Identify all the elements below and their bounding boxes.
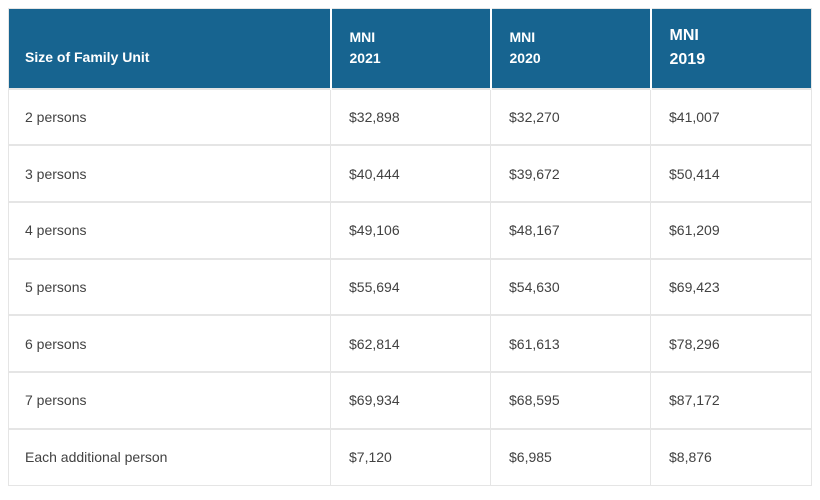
mni-2021-value-cell: $69,934 (330, 370, 491, 429)
family-size-cell: 2 persons (8, 87, 331, 146)
header-family-unit: Size of Family Unit (8, 8, 331, 89)
mni-2019-value-cell: $78,296 (650, 314, 812, 372)
mni-2020-value-cell: $54,630 (490, 257, 651, 316)
header-mni-2020-line1: MNI (509, 29, 536, 46)
mni-2019-value-cell: $69,423 (650, 257, 812, 316)
mni-2019-value-cell: $61,209 (650, 200, 812, 259)
table-header: Size of Family Unit MNI 2021 MNI 2020 MN… (8, 8, 812, 89)
header-mni-2020-line2: 2020 (509, 50, 541, 67)
mni-table-container: Size of Family Unit MNI 2021 MNI 2020 MN… (8, 8, 812, 486)
table-row: 3 persons $40,444 $39,672 $50,414 (8, 144, 812, 202)
mni-2019-value-cell: $41,007 (650, 87, 812, 146)
table-row: 7 persons $69,934 $68,595 $87,172 (8, 370, 812, 429)
header-mni-2020: MNI 2020 (489, 8, 651, 89)
table-row: 5 persons $55,694 $54,630 $69,423 (8, 257, 812, 316)
mni-2021-value-cell: $40,444 (330, 144, 491, 202)
mni-2021-value-cell: $32,898 (330, 87, 491, 146)
header-mni-2019-line2: 2019 (669, 51, 706, 69)
header-mni-2021-line2: 2021 (349, 50, 381, 67)
header-mni-2021: MNI 2021 (329, 8, 491, 89)
family-size-cell: 3 persons (8, 144, 331, 202)
family-size-cell: 6 persons (8, 314, 331, 372)
table-body: 2 persons $32,898 $32,270 $41,007 3 pers… (8, 87, 812, 486)
mni-2021-value-cell: $49,106 (330, 200, 491, 259)
mni-2019-value-cell: $87,172 (650, 370, 812, 429)
header-mni-2019-line1: MNI (669, 27, 699, 45)
table-row: 4 persons $49,106 $48,167 $61,209 (8, 200, 812, 259)
mni-2019-value-cell: $50,414 (650, 144, 812, 202)
mni-2020-value-cell: $48,167 (490, 200, 651, 259)
header-mni-2021-line1: MNI (349, 29, 376, 46)
mni-2020-value-cell: $39,672 (490, 144, 651, 202)
mni-2020-value-cell: $6,985 (490, 427, 651, 486)
family-size-cell: Each additional person (8, 427, 331, 486)
table-row: 2 persons $32,898 $32,270 $41,007 (8, 87, 812, 146)
mni-2021-value-cell: $55,694 (330, 257, 491, 316)
table-row: Each additional person $7,120 $6,985 $8,… (8, 427, 812, 486)
header-row: Size of Family Unit MNI 2021 MNI 2020 MN… (8, 8, 812, 89)
mni-2021-value-cell: $7,120 (330, 427, 491, 486)
mni-2020-value-cell: $68,595 (490, 370, 651, 429)
family-size-cell: 7 persons (8, 370, 331, 429)
mni-2020-value-cell: $32,270 (490, 87, 651, 146)
table-row: 6 persons $62,814 $61,613 $78,296 (8, 314, 812, 372)
family-size-cell: 4 persons (8, 200, 331, 259)
header-mni-2019: MNI 2019 (649, 8, 812, 89)
mni-table: Size of Family Unit MNI 2021 MNI 2020 MN… (8, 8, 812, 486)
family-size-cell: 5 persons (8, 257, 331, 316)
mni-2019-value-cell: $8,876 (650, 427, 812, 486)
mni-2021-value-cell: $62,814 (330, 314, 491, 372)
mni-2020-value-cell: $61,613 (490, 314, 651, 372)
